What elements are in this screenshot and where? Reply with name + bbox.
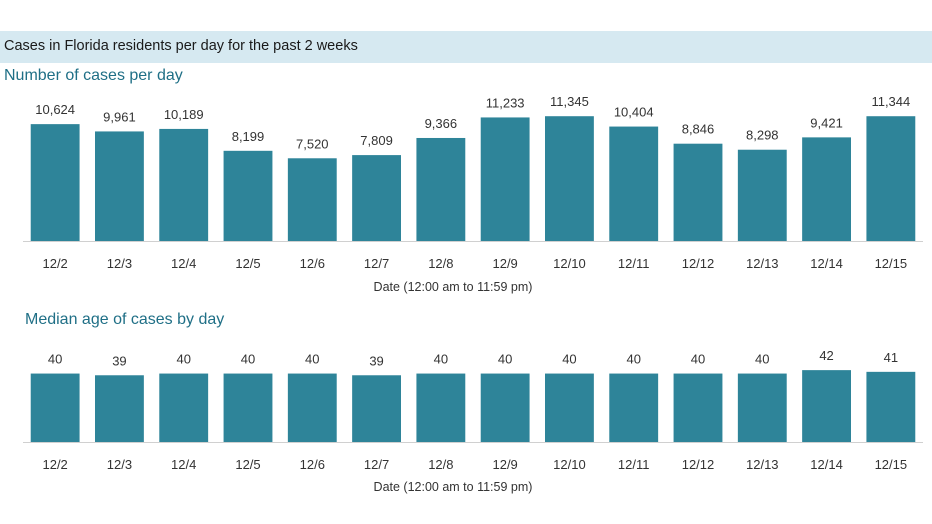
bar [737,149,787,241]
data-label: 9,421 [810,115,843,130]
data-label: 40 [241,352,255,367]
bar [609,126,659,241]
x-tick-label: 12/14 [810,457,843,472]
data-label: 40 [48,352,62,367]
x-tick-label: 12/13 [746,457,779,472]
x-tick-label: 12/6 [300,256,325,271]
bar [545,373,594,442]
x-tick-label: 12/15 [875,457,908,472]
x-tick-label: 12/15 [875,256,908,271]
bar [545,116,594,241]
bar [287,158,337,241]
x-tick-label: 12/3 [107,256,132,271]
data-label: 39 [369,353,383,368]
x-tick-label: 12/10 [553,256,586,271]
age-chart-title: Median age of cases by day [25,311,225,328]
bar [737,373,787,442]
bar [352,155,401,241]
data-label: 9,961 [103,109,136,124]
bar [480,117,530,241]
x-tick-label: 12/2 [42,256,67,271]
x-tick-label: 12/12 [682,457,715,472]
x-tick-label: 12/13 [746,256,779,271]
data-label: 41 [884,350,898,365]
x-tick-label: 12/5 [235,256,260,271]
bar [30,373,80,442]
bar [287,373,337,442]
data-label: 42 [819,348,833,363]
bar [95,131,144,241]
header-band [0,31,932,63]
data-label: 7,809 [360,133,393,148]
cases-chart-title: Number of cases per day [4,67,183,84]
bar [416,137,466,241]
data-label: 40 [691,352,705,367]
bar [416,373,466,442]
data-label: 40 [626,352,640,367]
data-label: 8,199 [232,129,265,144]
data-label: 11,344 [871,94,910,109]
data-label: 9,366 [425,116,458,131]
bar [673,373,723,442]
bar [223,150,273,241]
x-tick-label: 12/11 [618,256,650,271]
bar [866,116,916,241]
data-label: 40 [176,352,190,367]
x-tick-label: 12/8 [428,256,453,271]
data-label: 10,189 [164,107,204,122]
x-tick-label: 12/5 [235,457,260,472]
data-label: 11,345 [550,94,589,109]
x-tick-label: 12/7 [364,256,389,271]
bar [802,137,851,241]
x-tick-label: 12/10 [553,457,586,472]
x-tick-label: 12/9 [492,256,517,271]
x-tick-label: 12/3 [107,457,132,472]
x-tick-label: 12/9 [492,457,517,472]
bar [223,373,273,442]
bar [159,128,209,241]
bar [480,373,530,442]
data-label: 7,520 [296,136,329,151]
bar [352,375,401,442]
x-tick-label: 12/4 [171,256,196,271]
x-tick-label: 12/8 [428,457,453,472]
bar [802,370,851,442]
data-label: 11,233 [486,95,525,110]
data-label: 8,298 [746,128,779,143]
bar [866,371,916,442]
x-tick-label: 12/11 [618,457,650,472]
x-tick-label: 12/7 [364,457,389,472]
x-tick-label: 12/4 [171,457,196,472]
data-label: 10,624 [35,102,75,117]
x-tick-label: 12/2 [42,457,67,472]
bar [159,373,209,442]
data-label: 39 [112,353,126,368]
x-axis-title: Date (12:00 am to 11:59 pm) [374,480,533,494]
data-label: 40 [562,352,576,367]
x-tick-label: 12/6 [300,457,325,472]
data-label: 40 [498,352,512,367]
page-title: Cases in Florida residents per day for t… [4,38,358,54]
data-label: 40 [755,352,769,367]
data-label: 10,404 [614,105,654,120]
data-label: 40 [305,352,319,367]
bar [673,143,723,241]
bar [95,375,144,442]
bar [30,124,80,241]
x-tick-label: 12/14 [810,256,843,271]
x-axis-title: Date (12:00 am to 11:59 pm) [374,280,533,294]
bar [609,373,659,442]
data-label: 40 [434,352,448,367]
x-tick-label: 12/12 [682,256,715,271]
data-label: 8,846 [682,122,715,137]
